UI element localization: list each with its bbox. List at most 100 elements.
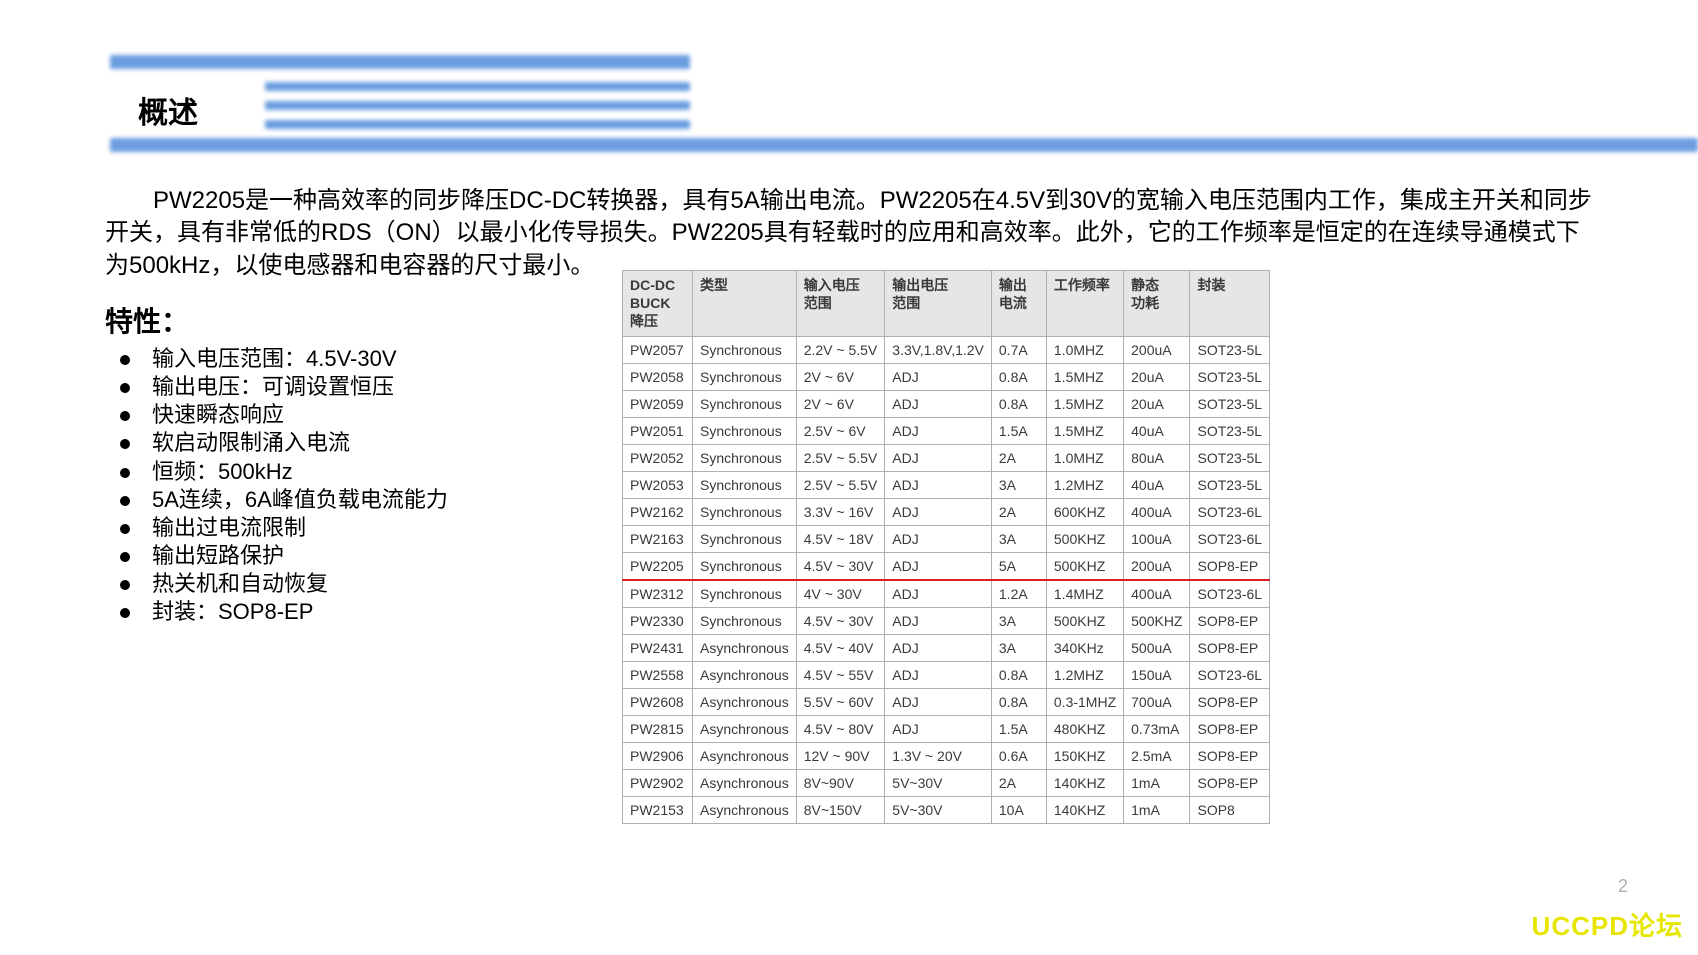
table-cell: ADJ — [885, 552, 992, 580]
table-header-cell: 静态功耗 — [1124, 271, 1190, 337]
table-cell: Asynchronous — [693, 769, 797, 796]
table-cell: PW2051 — [623, 417, 693, 444]
description-paragraph: PW2205是一种高效率的同步降压DC-DC转换器，具有5A输出电流。PW220… — [105, 185, 1598, 282]
table-cell: PW2431 — [623, 634, 693, 661]
table-cell: ADJ — [885, 417, 992, 444]
table-cell: 2V ~ 6V — [796, 363, 885, 390]
features-list: 输入电压范围：4.5V-30V输出电压：可调设置恒压快速瞬态响应软启动限制涌入电… — [120, 345, 448, 627]
table-row: PW2312Synchronous4V ~ 30VADJ1.2A1.4MHZ40… — [623, 580, 1270, 608]
feature-item: 快速瞬态响应 — [120, 401, 448, 429]
table-cell: SOP8-EP — [1190, 634, 1270, 661]
table-cell: Synchronous — [693, 525, 797, 552]
feature-item: 热关机和自动恢复 — [120, 570, 448, 598]
table-row: PW2608Asynchronous5.5V ~ 60VADJ0.8A0.3-1… — [623, 688, 1270, 715]
table-header-cell: 工作频率 — [1046, 271, 1123, 337]
table-cell: Asynchronous — [693, 634, 797, 661]
table-cell: 1mA — [1124, 769, 1190, 796]
feature-item: 输出短路保护 — [120, 542, 448, 570]
table-cell: Synchronous — [693, 471, 797, 498]
table-cell: Asynchronous — [693, 742, 797, 769]
table-cell: 40uA — [1124, 417, 1190, 444]
table-cell: PW2906 — [623, 742, 693, 769]
table-cell: 1.2A — [991, 580, 1046, 608]
table-cell: 100uA — [1124, 525, 1190, 552]
table-row: PW2330Synchronous4.5V ~ 30VADJ3A500KHZ50… — [623, 607, 1270, 634]
table-cell: 0.8A — [991, 661, 1046, 688]
table-cell: 150uA — [1124, 661, 1190, 688]
decor-line-2 — [265, 101, 690, 110]
table-cell: 340KHz — [1046, 634, 1123, 661]
table-cell: 150KHZ — [1046, 742, 1123, 769]
table-cell: SOP8-EP — [1190, 688, 1270, 715]
table-cell: 40uA — [1124, 471, 1190, 498]
table-cell: ADJ — [885, 363, 992, 390]
table-cell: Synchronous — [693, 498, 797, 525]
table-cell: 4.5V ~ 30V — [796, 607, 885, 634]
table-cell: SOT23-5L — [1190, 417, 1270, 444]
table-cell: 3.3V ~ 16V — [796, 498, 885, 525]
table-cell: 1.2MHZ — [1046, 661, 1123, 688]
table-cell: 2.5V ~ 5.5V — [796, 444, 885, 471]
header-area: 概述 — [0, 0, 1698, 55]
table-cell: PW2330 — [623, 607, 693, 634]
table-cell: Asynchronous — [693, 715, 797, 742]
table-cell: 2.5V ~ 6V — [796, 417, 885, 444]
table-header-cell: 封装 — [1190, 271, 1270, 337]
table-cell: Asynchronous — [693, 796, 797, 823]
table-cell: 20uA — [1124, 390, 1190, 417]
table-cell: Synchronous — [693, 417, 797, 444]
features-title: 特性： — [105, 300, 189, 340]
decor-line-3 — [265, 120, 690, 129]
table-cell: ADJ — [885, 607, 992, 634]
feature-item: 封装：SOP8-EP — [120, 598, 448, 626]
table-cell: PW2153 — [623, 796, 693, 823]
table-cell: 5A — [991, 552, 1046, 580]
table-row: PW2163Synchronous4.5V ~ 18VADJ3A500KHZ10… — [623, 525, 1270, 552]
table-cell: SOT23-6L — [1190, 525, 1270, 552]
table-row: PW2431Asynchronous4.5V ~ 40VADJ3A340KHz5… — [623, 634, 1270, 661]
table-cell: PW2057 — [623, 336, 693, 363]
table-cell: SOT23-6L — [1190, 580, 1270, 608]
table-row: PW2053Synchronous2.5V ~ 5.5VADJ3A1.2MHZ4… — [623, 471, 1270, 498]
table-cell: 0.3-1MHZ — [1046, 688, 1123, 715]
table-cell: PW2902 — [623, 769, 693, 796]
feature-item: 输出电压：可调设置恒压 — [120, 373, 448, 401]
table-cell: 3.3V,1.8V,1.2V — [885, 336, 992, 363]
table-header-cell: 输出电压范围 — [885, 271, 992, 337]
table-row: PW2906Asynchronous12V ~ 90V1.3V ~ 20V0.6… — [623, 742, 1270, 769]
table-cell: 0.73mA — [1124, 715, 1190, 742]
table-row: PW2052Synchronous2.5V ~ 5.5VADJ2A1.0MHZ8… — [623, 444, 1270, 471]
table-cell: 4V ~ 30V — [796, 580, 885, 608]
table-cell: 3A — [991, 471, 1046, 498]
table-cell: 1.3V ~ 20V — [885, 742, 992, 769]
table-cell: 5V~30V — [885, 769, 992, 796]
table-cell: SOT23-5L — [1190, 363, 1270, 390]
table-row: PW2205Synchronous4.5V ~ 30VADJ5A500KHZ20… — [623, 552, 1270, 580]
table-cell: 2A — [991, 769, 1046, 796]
table-cell: 5V~30V — [885, 796, 992, 823]
table-cell: SOT23-5L — [1190, 336, 1270, 363]
table-cell: 500KHZ — [1046, 552, 1123, 580]
table-cell: 2.5V ~ 5.5V — [796, 471, 885, 498]
table-cell: 1.4MHZ — [1046, 580, 1123, 608]
decor-bar-full — [110, 138, 1698, 152]
table-cell: SOP8-EP — [1190, 552, 1270, 580]
table-cell: 1.5MHZ — [1046, 363, 1123, 390]
table-cell: 10A — [991, 796, 1046, 823]
table-cell: 0.8A — [991, 688, 1046, 715]
table-cell: Synchronous — [693, 580, 797, 608]
table-header-cell: 输入电压范围 — [796, 271, 885, 337]
table-cell: PW2205 — [623, 552, 693, 580]
table-row: PW2153Asynchronous8V~150V5V~30V10A140KHZ… — [623, 796, 1270, 823]
table-cell: 4.5V ~ 40V — [796, 634, 885, 661]
table-cell: SOP8-EP — [1190, 715, 1270, 742]
table-cell: 5.5V ~ 60V — [796, 688, 885, 715]
table-cell: ADJ — [885, 661, 992, 688]
decor-bar-top — [110, 55, 690, 69]
table-cell: 1.0MHZ — [1046, 444, 1123, 471]
table-cell: Synchronous — [693, 336, 797, 363]
table-cell: PW2163 — [623, 525, 693, 552]
table-cell: Asynchronous — [693, 661, 797, 688]
table-row: PW2057Synchronous2.2V ~ 5.5V3.3V,1.8V,1.… — [623, 336, 1270, 363]
table-cell: 2V ~ 6V — [796, 390, 885, 417]
